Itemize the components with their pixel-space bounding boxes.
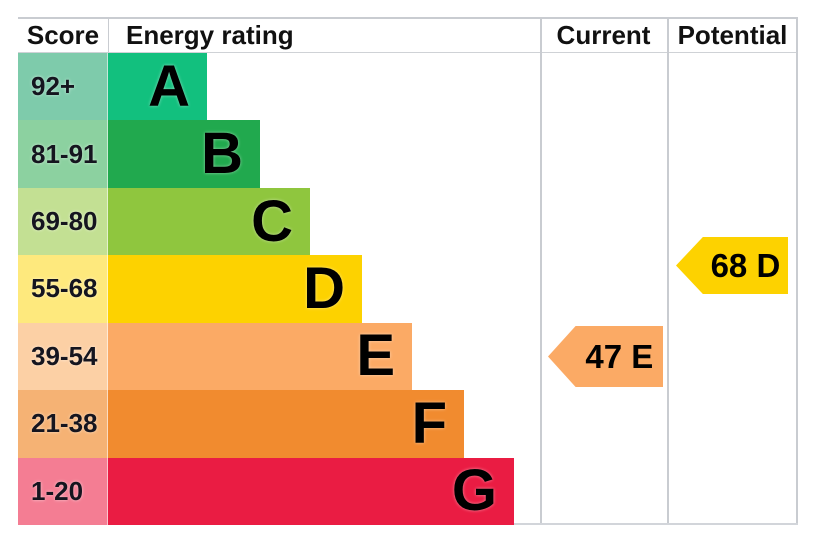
potential-rating-arrow: 68 D [676,237,788,294]
score-range-label: 81-91 [31,138,98,169]
score-range-label: 92+ [31,71,76,102]
band-row-d: 55-68 D [18,255,798,323]
band-row-c: 69-80 C [18,187,798,256]
table-right-border [796,19,798,523]
column-divider-current [540,19,542,523]
band-rows: 92+ A 81-91 B 69-80 C 55-68 D 39-54 E 21… [18,53,798,525]
band-bar: E [108,322,412,391]
score-range-label: 21-38 [31,408,98,439]
band-letter: D [303,255,345,321]
score-column-header: Score [26,20,100,50]
score-range-label: 55-68 [31,273,98,304]
band-letter: G [451,458,497,524]
score-cell: 69-80 [18,187,108,256]
band-bar: F [108,390,464,458]
band-row-a: 92+ A [18,53,798,121]
chart-header-row: Score Energy rating Current Potential [18,19,798,53]
band-letter: A [148,53,190,119]
score-cell: 81-91 [18,120,108,188]
band-row-f: 21-38 F [18,390,798,458]
band-letter: E [356,323,395,389]
band-letter: B [201,121,243,187]
epc-rating-chart: Score Energy rating Current Potential 92… [18,17,798,525]
potential-column-header: Potential [677,20,788,50]
band-bar: A [108,53,207,121]
score-cell: 39-54 [18,322,108,391]
band-bar: C [108,187,310,256]
current-column-header: Current [556,20,651,50]
band-bar: D [108,255,362,323]
band-bar: G [108,457,514,525]
band-row-b: 81-91 B [18,120,798,188]
column-divider-potential [667,19,669,523]
energy-rating-column-header: Energy rating [108,19,540,52]
score-range-label: 39-54 [31,340,98,371]
band-letter: F [411,390,447,456]
current-rating-label: 47 E [585,337,654,375]
potential-rating-label: 68 D [710,246,781,284]
band-bar: B [108,120,260,188]
score-cell: 1-20 [18,457,108,525]
band-row-g: 1-20 G [18,457,798,525]
score-cell: 55-68 [18,255,108,323]
score-range-label: 1-20 [31,475,84,506]
score-range-label: 69-80 [31,206,98,237]
band-letter: C [251,188,293,254]
score-cell: 21-38 [18,390,108,458]
score-cell: 92+ [18,53,108,121]
band-row-e: 39-54 E [18,322,798,391]
current-rating-arrow: 47 E [548,326,663,387]
